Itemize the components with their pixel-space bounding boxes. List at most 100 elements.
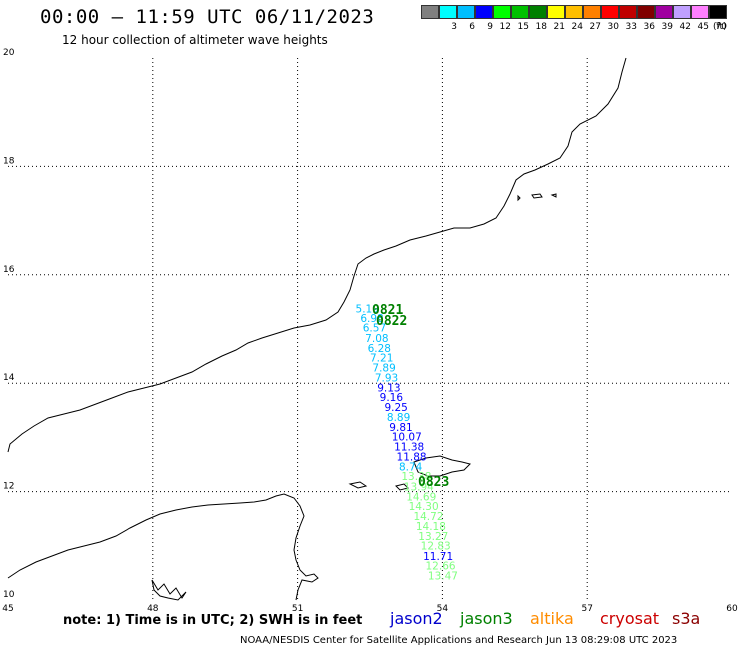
y-tick-label: 12 [3, 482, 14, 492]
wave-height-value: 9.25 [384, 402, 407, 414]
credit-line: NOAA/NESDIS Center for Satellite Applica… [240, 635, 678, 646]
wave-height-value: 13.38 [401, 471, 431, 483]
legend-swatch [709, 5, 727, 19]
y-tick-label: 16 [3, 265, 15, 275]
legend-swatch [457, 5, 475, 19]
island-small-1 [395, 483, 409, 491]
satellite-label-altika: altika [530, 609, 574, 628]
legend-swatch [493, 5, 511, 19]
x-tick-label: 51 [292, 604, 303, 614]
legend-swatch [637, 5, 655, 19]
wave-height-value: 8.74 [399, 461, 423, 473]
legend-swatch [547, 5, 565, 19]
wave-height-value: 7.89 [372, 362, 395, 374]
wave-height-value: 11.88 [397, 452, 427, 464]
legend-label: 9 [487, 22, 493, 32]
wave-height-value: 9.13 [377, 382, 400, 394]
grid-lines [8, 58, 732, 600]
island-kuria-2 [531, 193, 543, 199]
legend-swatch [475, 5, 493, 19]
legend-label: 3 [451, 22, 457, 32]
legend-label: 30 [607, 22, 619, 32]
legend-swatch [673, 5, 691, 19]
legend-label: 27 [589, 22, 601, 32]
satellite-label-jason3: jason3 [460, 609, 513, 628]
coastline-somalia [7, 493, 319, 601]
footer-note: note: 1) Time is in UTC; 2) SWH is in fe… [63, 613, 363, 628]
color-legend-labels: 3 6 9 12 15 18 21 24 27 30 33 36 39 42 45 70 [421, 22, 727, 32]
legend-label: 21 [553, 22, 565, 32]
wave-height-value: 10.07 [392, 432, 422, 444]
y-tick-label: 18 [3, 156, 15, 166]
x-tick-label: 60 [726, 604, 738, 614]
legend-label: 39 [661, 22, 673, 32]
island-small-2 [348, 481, 368, 489]
legend-label: 70 [715, 22, 727, 32]
legend-label: 36 [643, 22, 655, 32]
x-tick-label: 45 [2, 604, 13, 614]
satellite-track: 5.196.986.577.086.287.217.897.939.139.16… [356, 304, 458, 583]
map-subtitle: 12 hour collection of altimeter wave hei… [62, 33, 328, 47]
legend-swatch [691, 5, 709, 19]
coastline-arabia [7, 57, 627, 453]
legend-swatch [565, 5, 583, 19]
legend-label: 12 [499, 22, 511, 32]
x-tick-label: 54 [437, 604, 449, 614]
legend-swatch [511, 5, 529, 19]
legend-unit: (ft) [713, 22, 727, 32]
legend-swatch [601, 5, 619, 19]
satellite-label-cryosat: cryosat [600, 609, 660, 628]
wave-height-value: 8.89 [387, 412, 410, 424]
wave-height-value: 9.81 [389, 422, 412, 434]
legend-label: 42 [679, 22, 691, 32]
map-title: 00:00 – 11:59 UTC 06/11/2023 [40, 6, 375, 28]
satellite-label-s3a: s3a [672, 609, 701, 628]
x-tick-label: 57 [581, 604, 592, 614]
legend-swatch [421, 5, 439, 19]
legend-swatch [619, 5, 637, 19]
axis-labels: 45 48 51 54 57 60 10 12 14 16 18 20 [2, 48, 738, 614]
wave-height-value: 7.08 [365, 333, 388, 345]
legend-label: 45 [697, 22, 709, 32]
wave-height-value: 13.47 [428, 570, 458, 582]
wave-height-value: 5.19 [356, 304, 379, 316]
wave-height-value: 14.69 [406, 491, 436, 503]
wave-height-value: 7.93 [375, 373, 398, 385]
satellite-label-jason2: jason2 [390, 609, 443, 628]
wave-height-value: 13.94 [404, 482, 434, 494]
coastline [7, 57, 627, 601]
y-tick-label: 10 [3, 590, 15, 600]
island-socotra [413, 455, 471, 477]
island-kuria-3 [550, 193, 557, 198]
legend-swatch [583, 5, 601, 19]
y-tick-label: 20 [3, 48, 15, 58]
legend-label: 18 [535, 22, 547, 32]
wave-height-value: 14.72 [413, 511, 443, 523]
island-kuria-1 [517, 194, 521, 202]
x-tick-label: 48 [147, 604, 159, 614]
wave-height-value: 14.18 [416, 521, 446, 533]
legend-swatch [655, 5, 673, 19]
legend-swatch [529, 5, 547, 19]
wave-height-value: 7.21 [370, 353, 393, 365]
legend-label: 24 [571, 22, 583, 32]
legend-label: 15 [517, 22, 529, 32]
wave-height-value: 9.16 [380, 392, 404, 404]
wave-height-value: 12.83 [421, 541, 451, 553]
y-tick-label: 14 [3, 373, 15, 383]
legend-swatch [439, 5, 457, 19]
color-legend [421, 5, 727, 19]
wave-height-value: 6.57 [363, 323, 386, 335]
legend-label: 6 [469, 22, 475, 32]
wave-height-value: 11.71 [423, 551, 453, 563]
wave-height-value: 6.28 [368, 343, 391, 355]
wave-height-value: 6.98 [360, 313, 383, 325]
wave-height-value: 14.30 [409, 501, 439, 513]
wave-height-value: 13.27 [418, 531, 448, 543]
wave-height-value: 11.38 [394, 441, 424, 453]
coast-fragment [151, 579, 187, 601]
wave-height-value: 12.66 [426, 561, 456, 573]
track-time-label: 0823 [418, 475, 449, 490]
